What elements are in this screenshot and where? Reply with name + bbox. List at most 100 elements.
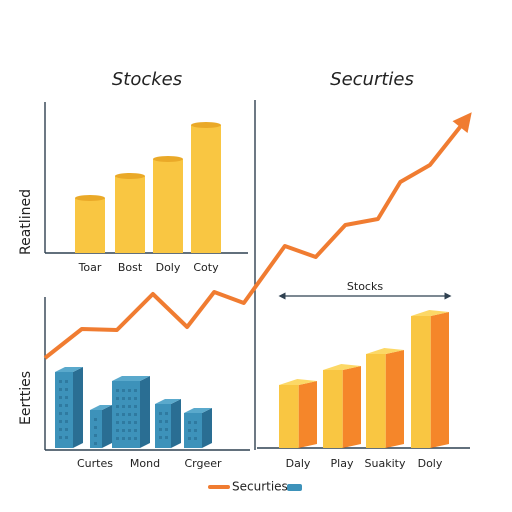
window [116,421,119,424]
window [59,436,62,439]
bar [75,198,105,253]
window [65,436,68,439]
window [94,418,97,421]
bar-side [298,381,317,448]
bar-side [385,350,404,448]
bar [55,372,73,448]
bar [153,159,183,253]
window [94,434,97,437]
line [43,115,470,360]
window [116,437,119,440]
window [188,437,191,440]
bar-side [140,376,150,448]
x-tick-label: Play [331,457,354,470]
bar-top [323,364,361,370]
bar-top [191,122,221,128]
window [122,405,125,408]
window [116,397,119,400]
window [65,388,68,391]
window [59,388,62,391]
x-tick-label: Curtes [77,457,113,470]
arrow-head [452,112,472,133]
bar [279,385,299,448]
bar [411,316,431,448]
annotation: Stocks [347,280,383,293]
window [134,429,137,432]
window [116,405,119,408]
window [59,380,62,383]
window [122,389,125,392]
bar [184,413,202,448]
bar-side [102,405,112,448]
window [116,389,119,392]
bar [323,370,343,448]
window [194,437,197,440]
window [116,429,119,432]
bar [155,404,171,448]
window [188,421,191,424]
bar-top [75,195,105,201]
window [65,380,68,383]
bar-top [366,348,404,354]
x-tick-label: Bost [118,261,143,274]
bar-top [279,379,317,385]
window [159,436,162,439]
window [122,421,125,424]
window [165,420,168,423]
window [65,404,68,407]
bar-top [411,310,449,316]
window [122,437,125,440]
y-axis-label: Eertties [18,371,34,425]
window [122,397,125,400]
window [128,413,131,416]
window [128,397,131,400]
window [134,405,137,408]
window [65,412,68,415]
window [134,413,137,416]
window [59,412,62,415]
window [128,405,131,408]
window [59,420,62,423]
window [122,413,125,416]
chart-title: Stockes [112,69,182,90]
window [159,428,162,431]
bar-top [155,399,181,404]
bar [115,176,145,253]
window [165,428,168,431]
window [134,397,137,400]
window [59,396,62,399]
window [122,429,125,432]
window [194,421,197,424]
bar-top [115,173,145,179]
window [65,428,68,431]
window [128,429,131,432]
window [65,396,68,399]
y-axis-label: Reatlined [18,189,34,255]
x-tick-label: Suakity [365,457,406,470]
bar-side [430,312,449,448]
bar-top [153,156,183,162]
chart-title: Securties [330,69,414,90]
bar-top [90,405,112,410]
bar-side [171,399,181,448]
window [194,429,197,432]
window [65,420,68,423]
window [134,389,137,392]
bar-top [55,367,83,372]
window [116,413,119,416]
legend-swatch [287,484,302,491]
x-tick-label: Toar [78,261,102,274]
window [128,389,131,392]
x-tick-label: Doly [156,261,181,274]
window [165,436,168,439]
legend-label: Securties [232,480,288,494]
bar-side [73,367,83,448]
window [159,420,162,423]
bar-top [184,408,212,413]
bar-side [342,366,361,448]
x-tick-label: Crgeer [184,457,222,470]
window [188,429,191,432]
x-tick-label: Coty [193,261,219,274]
x-tick-label: Mond [130,457,160,470]
